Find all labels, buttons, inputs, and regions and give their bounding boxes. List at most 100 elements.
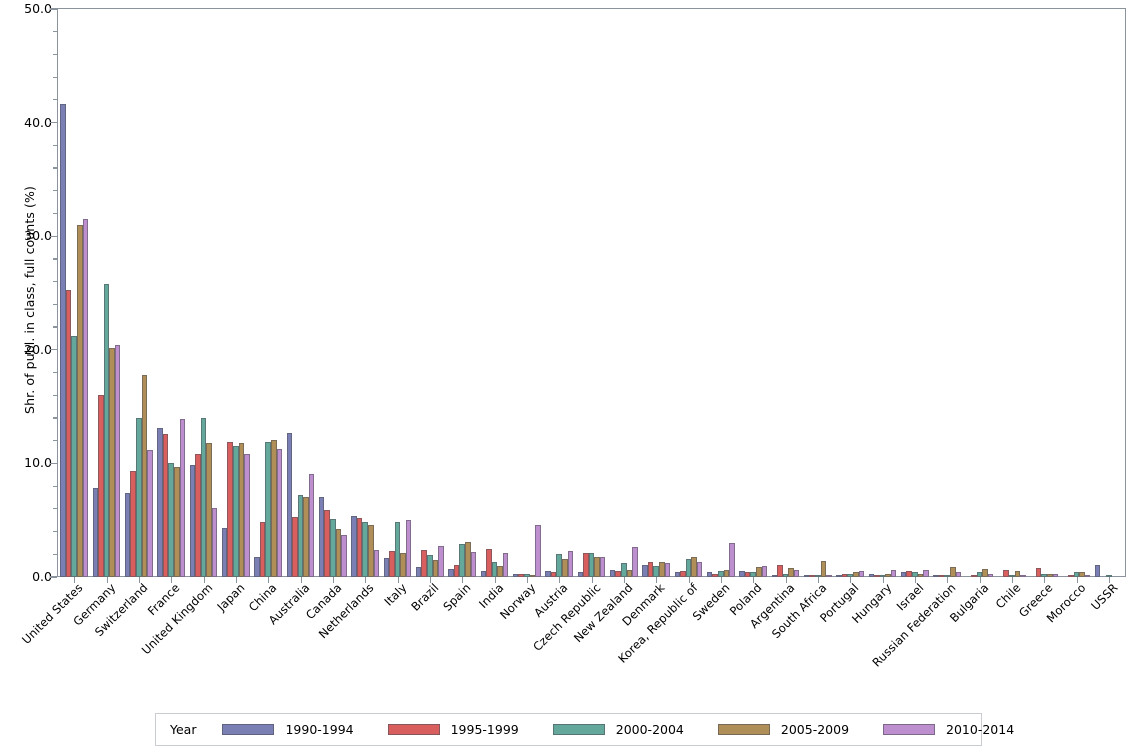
y-tick-mark-minor: [53, 530, 57, 533]
bar: [879, 574, 886, 577]
bar: [626, 570, 633, 577]
y-tick-mark: [50, 349, 57, 351]
legend-entry[interactable]: 1995-1999: [387, 722, 519, 737]
bar: [147, 449, 153, 577]
x-tick-mark: [1011, 577, 1014, 583]
x-tick-mark: [203, 577, 205, 583]
bar: [221, 528, 228, 577]
bar: [976, 572, 983, 577]
bar: [691, 556, 697, 577]
bar: [755, 566, 762, 577]
bar: [82, 219, 89, 577]
bar: [297, 495, 304, 577]
bar: [130, 471, 137, 577]
legend-entry[interactable]: 1990-1994: [222, 722, 354, 737]
bar: [944, 575, 950, 577]
bar: [653, 565, 659, 577]
y-tick-mark-minor: [53, 281, 57, 283]
bar: [744, 572, 751, 577]
bar: [923, 570, 929, 577]
bar: [394, 522, 401, 577]
bar: [351, 515, 357, 577]
bar: [373, 549, 380, 577]
y-axis-title: Shr. of publ. in class, full counts (%): [22, 186, 37, 414]
bar: [632, 547, 638, 577]
bar: [782, 573, 789, 577]
bar: [162, 433, 169, 577]
bar: [244, 454, 250, 577]
y-tick-label: 0.0: [32, 568, 52, 584]
x-tick-mark: [947, 577, 949, 583]
x-tick-mark: [268, 577, 270, 583]
bar: [955, 572, 962, 577]
legend-entry[interactable]: 2005-2009: [717, 722, 849, 737]
bar: [820, 561, 827, 577]
bar: [594, 556, 600, 577]
bar: [518, 573, 525, 577]
bar: [750, 572, 756, 577]
x-tick-mark: [494, 577, 496, 583]
bar: [868, 573, 875, 577]
bar: [664, 563, 671, 577]
y-tick-mark-minor: [53, 440, 57, 442]
x-tick-mark: [850, 577, 852, 583]
bar: [512, 573, 519, 577]
bar: [788, 567, 794, 577]
y-tick-mark-minor: [53, 212, 57, 215]
bar: [1068, 574, 1074, 577]
bar: [917, 573, 924, 577]
legend-swatch: [883, 724, 936, 735]
bar: [438, 546, 444, 577]
bar: [1009, 575, 1015, 577]
x-tick-mark: [720, 577, 723, 583]
y-tick-mark-minor: [53, 167, 57, 169]
bar: [583, 553, 589, 577]
x-tick-mark: [526, 577, 529, 583]
bar: [1052, 573, 1059, 577]
legend-entry[interactable]: 2000-2004: [552, 722, 684, 737]
legend-swatch: [717, 724, 770, 735]
legend-entries: 1990-1994 1995-1999 2000-2004 2005-2009 2010…: [222, 722, 1048, 737]
bar: [1020, 575, 1026, 577]
bar: [1041, 573, 1047, 577]
bar: [383, 557, 390, 577]
y-tick-mark-minor: [53, 371, 57, 374]
bar: [318, 497, 325, 577]
bar: [448, 569, 454, 577]
bar: [1035, 567, 1042, 577]
y-tick-mark-minor: [53, 553, 57, 555]
bar: [227, 441, 234, 577]
bar: [836, 575, 842, 577]
y-tick-label: 30.0: [24, 227, 52, 243]
y-tick-mark-minor: [53, 190, 57, 192]
bar: [432, 559, 439, 577]
bar: [550, 572, 557, 577]
y-tick-label: 50.0: [24, 0, 52, 16]
x-tick-mark: [171, 577, 173, 583]
x-tick-mark: [979, 577, 981, 583]
bar: [971, 574, 977, 577]
bar: [561, 558, 568, 577]
y-tick-mark: [50, 235, 57, 237]
legend-label: 2010-2014: [946, 722, 1015, 737]
bar: [453, 564, 460, 577]
bar: [92, 488, 99, 577]
bar: [938, 574, 945, 577]
x-tick-mark: [106, 577, 108, 583]
x-tick-mark: [138, 577, 141, 583]
legend-entry[interactable]: 2010-2014: [883, 722, 1014, 737]
bar: [71, 336, 77, 577]
y-tick-mark-minor: [53, 53, 57, 56]
bar: [76, 224, 83, 577]
bar: [1073, 572, 1080, 577]
bar: [65, 289, 72, 577]
bar: [1094, 564, 1101, 577]
bar: [491, 562, 498, 577]
bar: [286, 432, 293, 577]
x-tick-mark: [74, 577, 76, 583]
y-tick-mark-minor: [53, 485, 57, 487]
bar: [103, 283, 110, 577]
bar: [497, 565, 503, 577]
bar: [712, 573, 719, 577]
bar: [718, 571, 724, 577]
